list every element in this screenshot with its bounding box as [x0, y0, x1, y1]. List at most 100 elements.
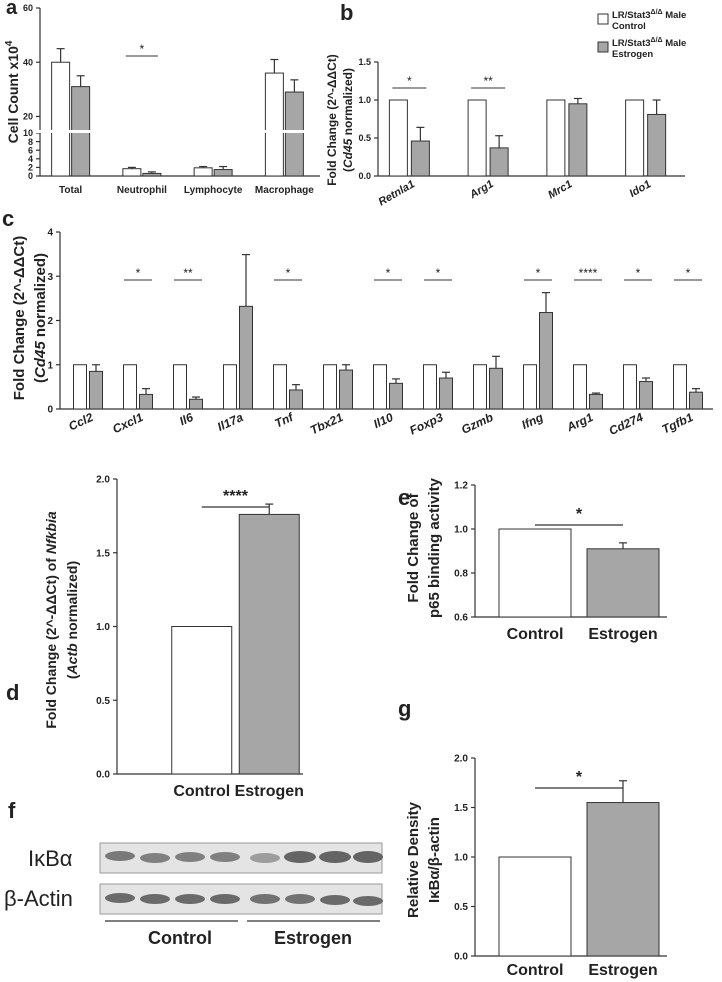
blot-row-label: β-Actin [4, 886, 73, 911]
legend-label-text: Δ/Δ [651, 37, 663, 44]
y-axis-label-exponent: 4 [4, 40, 15, 46]
panel-letter: d [6, 680, 19, 705]
x-tick-label: Lymphocyte [184, 185, 243, 196]
chart-panel: g 0.0 0.5 1.0 1.5 2.0 Relative Density IκBα/β-a… [398, 696, 667, 979]
y-axis-label: Fold Change (2^-ΔΔCt) (Cd45 normalized) [325, 54, 355, 186]
x-tick-label: Gzmb [459, 410, 495, 437]
group-label: Estrogen [274, 928, 352, 948]
y-tick-label: 40 [23, 57, 33, 67]
x-tick-label: Estrogen [588, 626, 657, 643]
y-tick-label: 0.0 [358, 171, 371, 181]
bar [498, 856, 572, 957]
bar [647, 113, 667, 177]
x-tick-label: Estrogen [588, 962, 657, 979]
x-tick-label: Tnf [272, 410, 296, 431]
legend-label-text: LR/Stat3 [612, 38, 651, 49]
bar [388, 99, 408, 177]
bar [568, 103, 588, 177]
y-axis-label: Relative Density IκBα/β-actin [405, 801, 443, 918]
x-tick-label: Cxcl1 [110, 410, 145, 436]
panel-letter: b [340, 0, 353, 25]
y-axis-label-text: Relative Density [405, 801, 422, 918]
bar [189, 398, 203, 410]
bar [623, 364, 637, 410]
x-tick-label: Neutrophil [117, 185, 167, 196]
y-tick-label: 60 [23, 3, 33, 13]
bar [273, 364, 287, 410]
bar [171, 626, 233, 775]
bar [238, 513, 300, 775]
y-tick-label: 0.5 [358, 133, 371, 143]
y-axis-label-text: Fold Change (2^-ΔΔCt) [325, 54, 339, 186]
x-tick-label: Foxp3 [407, 410, 445, 438]
bar [223, 364, 237, 410]
y-tick-label: 0.0 [454, 952, 468, 963]
bar [546, 99, 566, 177]
panel-letter: f [8, 798, 16, 823]
bar [539, 312, 553, 410]
chart-panel: c 0 1 2 3 4 Fold Change (2^-ΔΔCt) (Cd45 normali… [2, 206, 713, 438]
legend-label: LR/Stat3Δ/Δ Male Control [612, 9, 686, 32]
legend-swatch [597, 13, 609, 25]
panel-letter: e [398, 485, 410, 510]
bar [673, 364, 687, 410]
bar [123, 364, 137, 410]
y-axis-label-text: Fold Change (2^-ΔΔCt) [11, 236, 28, 400]
significance-label: * [536, 266, 541, 280]
significance-label: ** [183, 266, 193, 280]
significance-label: ** [483, 74, 493, 88]
y-tick-label: 1.0 [96, 622, 110, 633]
legend-label-text: Male [663, 10, 687, 21]
x-tick-label: Il10 [371, 410, 395, 431]
bar [173, 364, 187, 410]
significance-label: * [576, 506, 583, 523]
x-tick-label: Ccl2 [66, 410, 95, 434]
y-axis-label: Fold Change (2^-ΔΔCt) of Nfkbia (Actb nor… [43, 511, 80, 729]
x-tick-label: Arg1 [467, 178, 496, 201]
y-axis-label-text: Cell Count x10 [5, 46, 21, 143]
x-tick-label: Ido1 [628, 178, 654, 200]
y-tick-label: 4 [47, 228, 53, 239]
bar [139, 393, 153, 410]
legend-label-text: Male [663, 38, 687, 49]
bar [439, 377, 453, 410]
y-axis-label-text: Actb [64, 643, 80, 676]
legend-label-text: Δ/Δ [651, 9, 663, 16]
chart-panel: e 0.6 0.8 1.0 1.2 Fold Change of p65 binding a… [398, 477, 667, 643]
y-axis-label-text: Cd45 [32, 341, 49, 378]
panel-letter: a [6, 0, 18, 19]
bar [142, 172, 162, 177]
legend-label: LR/Stat3Δ/Δ Male Estrogen [612, 37, 686, 60]
chart-panel: d 0.0 0.5 1.0 1.5 2.0 Fold Change (2^-ΔΔCt) of… [6, 475, 304, 801]
y-tick-label: 10 [23, 128, 33, 138]
x-tick-label: Arg1 [564, 410, 596, 435]
bar [523, 364, 537, 410]
bar [498, 528, 572, 618]
y-axis-label: Cell Count x104 [4, 40, 21, 143]
bar [586, 802, 660, 957]
significance-label: * [286, 266, 291, 280]
significance-label: * [136, 266, 141, 280]
y-axis-label-text: Fold Change (2^-ΔΔCt) of [43, 554, 59, 729]
bar [589, 393, 603, 410]
bar [689, 391, 703, 410]
y-tick-label: 2 [28, 163, 33, 173]
y-tick-label: 0.6 [454, 613, 468, 624]
y-axis-label-text: p65 binding activity [426, 477, 443, 618]
y-tick-label: 1.2 [454, 481, 468, 492]
blot-row-label: IκBα [28, 846, 73, 871]
y-tick-label: 1 [47, 360, 53, 371]
bar [410, 140, 430, 177]
legend-label-text: LR/Stat3 [612, 10, 651, 21]
y-tick-label: 1.5 [454, 803, 468, 814]
x-tick-label: Control [507, 626, 564, 643]
y-axis-label-text: ( [32, 378, 49, 383]
bar [89, 370, 103, 410]
significance-label: * [576, 769, 583, 786]
bar [289, 389, 303, 410]
y-tick-label: 0.5 [454, 902, 468, 913]
significance-label: **** [579, 266, 598, 280]
